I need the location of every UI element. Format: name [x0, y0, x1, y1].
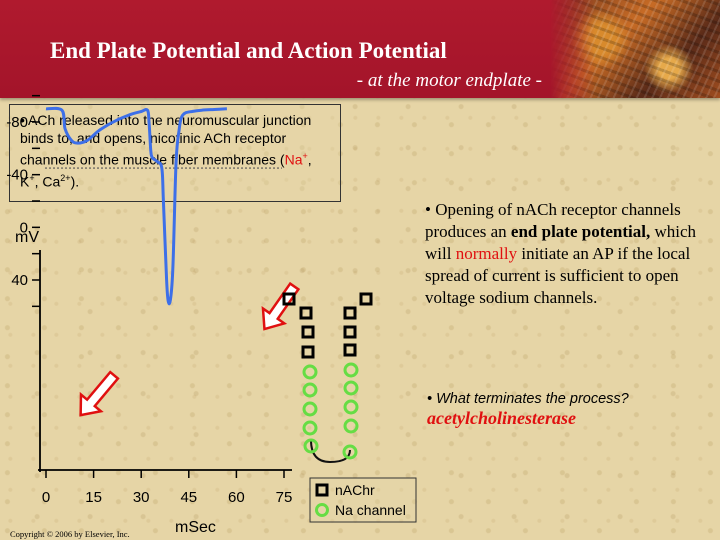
potassium-charge: + — [29, 172, 35, 183]
membrane-potential-trace — [45, 106, 227, 306]
na-channel-legend-label: Na channel — [335, 502, 406, 518]
na-channel-subunit — [302, 364, 318, 380]
title-banner: End Plate Potential and Action Potential… — [0, 0, 720, 98]
na-channel-subunit — [342, 444, 358, 460]
y-axis-unit: mV — [15, 229, 39, 246]
y-tick-label: -80 — [6, 114, 28, 131]
termination-question: • What terminates the process? acetylcho… — [427, 390, 719, 430]
nachr-channel-diagram — [282, 292, 373, 464]
channel-legend: nAChr Na channel — [309, 477, 417, 523]
nachr-subunit — [343, 306, 357, 320]
nachr-subunit — [301, 325, 315, 339]
nachr-legend-label: nAChr — [335, 482, 375, 498]
nachr-subunit — [359, 292, 373, 306]
x-tick-labels: 0 15 30 45 60 75 — [42, 489, 293, 506]
x-tick-label: 60 — [228, 489, 245, 506]
page-subtitle: - at the motor endplate - — [356, 70, 542, 91]
sodium-ion-label: Na — [284, 151, 303, 168]
bullet: • — [425, 200, 431, 219]
nachr-subunit — [299, 306, 313, 320]
na-channel-subunit — [302, 401, 318, 417]
x-tick-label: 30 — [133, 489, 150, 506]
banner-artwork — [550, 0, 720, 98]
copyright-notice: Copyright © 2006 by Elsevier, Inc. — [10, 529, 130, 539]
endplate-explanation: • Opening of nACh receptor channels prod… — [425, 199, 715, 309]
na-channel-subunit — [343, 399, 359, 415]
normally-term: normally — [455, 244, 518, 263]
chart-axes — [32, 94, 292, 478]
explanation-part3: initiate an AP if the local spread of cu… — [425, 244, 691, 307]
end-plate-potential-term: end plate potential, — [510, 222, 651, 241]
nachr-subunit — [301, 345, 315, 359]
x-tick-label: 15 — [85, 489, 102, 506]
nachr-subunit — [343, 325, 357, 339]
bullet: • — [427, 391, 433, 407]
x-axis-unit: mSec — [175, 519, 216, 536]
explanation-part2: which will — [425, 222, 697, 263]
page-title: End Plate Potential and Action Potential — [50, 38, 447, 63]
nachr-receptor-arrow — [261, 281, 301, 331]
na-channel-subunit — [302, 420, 318, 436]
explanation-part1: Opening of nACh receptor channels produc… — [425, 200, 681, 241]
x-tick-label: 75 — [276, 489, 293, 506]
na-channel-subunit — [302, 382, 318, 398]
acetylcholinesterase-answer: acetylcholinesterase — [427, 408, 576, 428]
calcium-charge: 2+ — [60, 172, 71, 183]
na-channel-subunit — [343, 418, 359, 434]
nachr-subunit — [282, 292, 296, 306]
na-channel-legend-icon — [315, 503, 329, 517]
bullet: • — [20, 112, 25, 128]
potassium-ion-label: , K — [20, 151, 312, 190]
y-tick-label: 40 — [11, 272, 28, 289]
x-tick-label: 0 — [42, 489, 50, 506]
sodium-charge: + — [302, 151, 308, 161]
x-tick-label: 45 — [180, 489, 197, 506]
nachr-subunit — [343, 343, 357, 357]
calcium-ion-label: , Ca — [34, 173, 61, 190]
nachr-legend-icon — [315, 483, 329, 497]
na-channel-subunit — [343, 362, 359, 378]
y-tick-label: 0 — [20, 219, 28, 236]
ach-text-end: ). — [70, 173, 80, 190]
na-channel-subunit — [343, 380, 359, 396]
na-channel-subunit — [303, 438, 319, 454]
question-text: What terminates the process? — [436, 391, 629, 407]
y-tick-labels: 40 0 -40 -80 — [6, 114, 28, 289]
y-tick-label: -40 — [6, 167, 28, 184]
end-plate-potential-arrow — [79, 370, 120, 417]
